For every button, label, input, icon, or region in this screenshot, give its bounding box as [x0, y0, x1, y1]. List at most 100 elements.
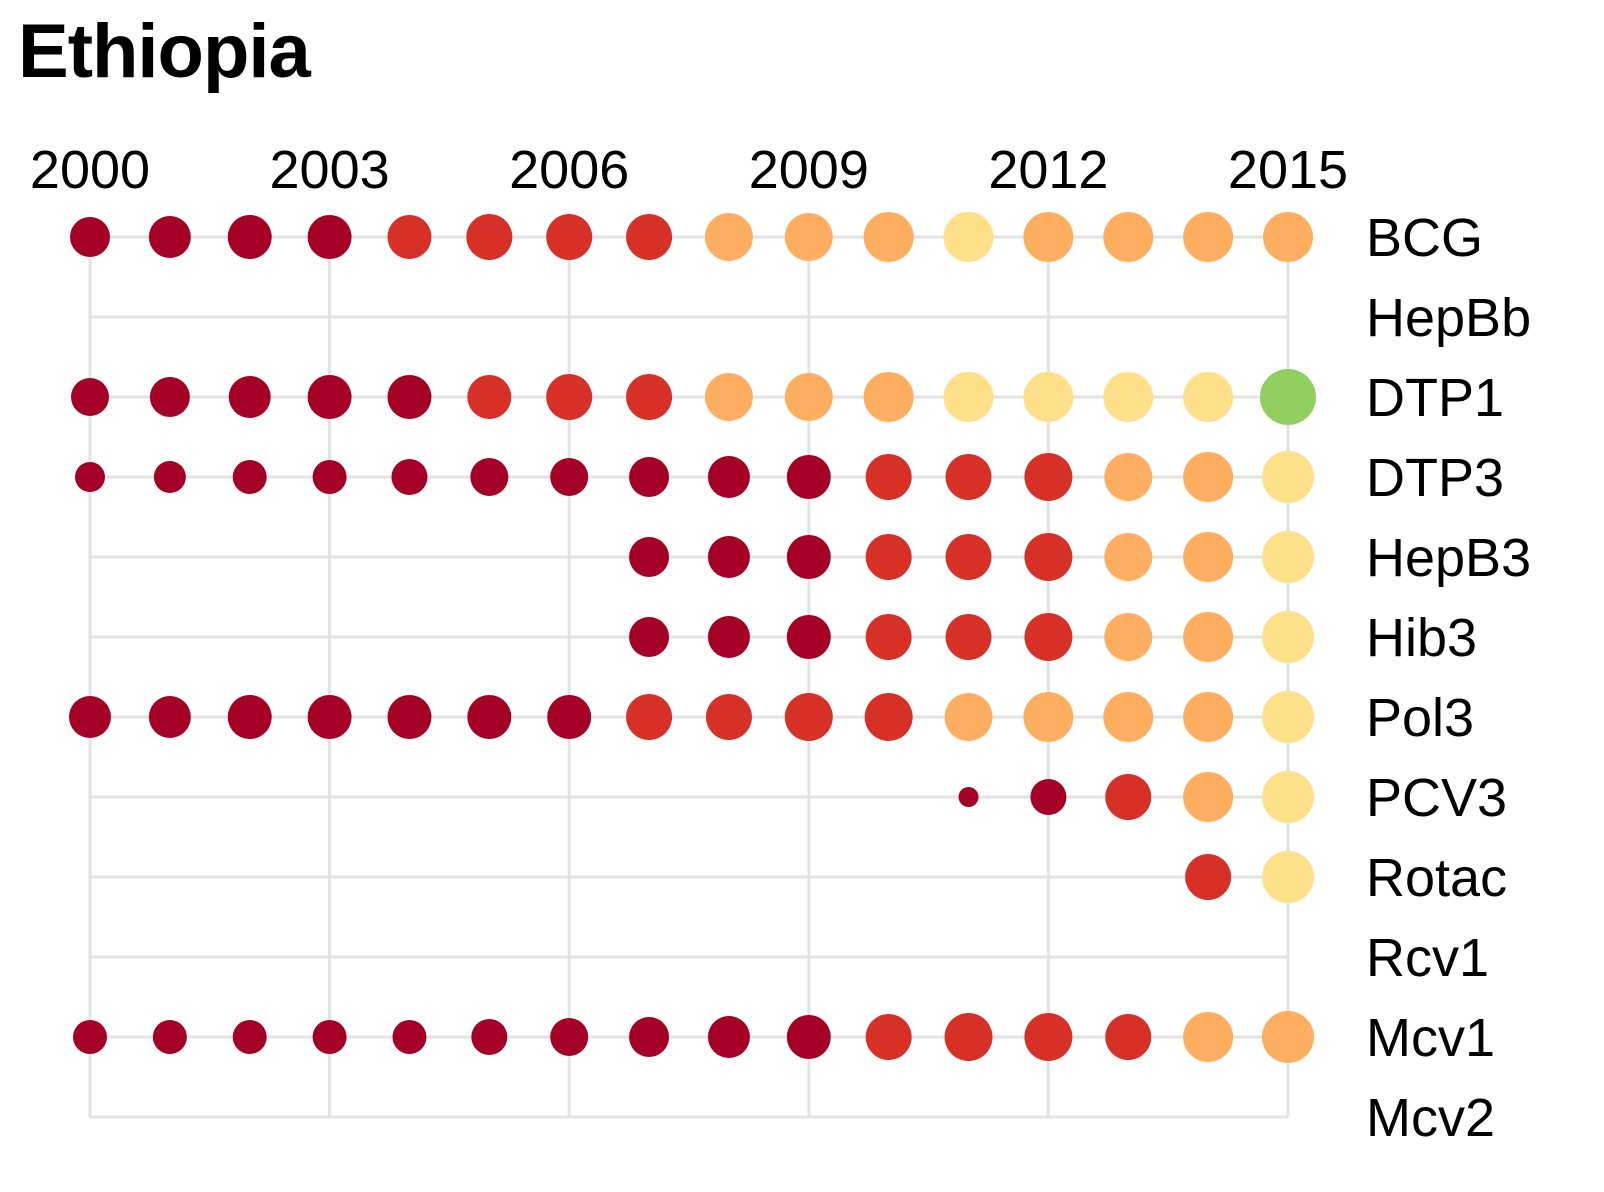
dot-dtp3-2015	[1262, 451, 1314, 503]
dot-bcg-2007	[626, 214, 673, 260]
dot-dtp1-2000	[71, 378, 109, 416]
vaccine-label-hepb3: HepB3	[1366, 528, 1531, 588]
dot-bcg-2010	[863, 212, 914, 262]
dot-hib3-2014	[1183, 612, 1234, 662]
dot-dtp3-2006	[550, 458, 589, 496]
dot-pol3-2008	[705, 694, 752, 740]
vaccine-label-hepbb: HepBb	[1366, 288, 1531, 348]
dot-pol3-2010	[864, 693, 913, 741]
dot-dtp1-2012	[1023, 372, 1074, 422]
dot-dtp3-2007	[629, 457, 670, 497]
vaccine-label-mcv2: Mcv2	[1366, 1088, 1495, 1148]
dot-pol3-2015	[1262, 691, 1314, 743]
x-tick-label-2006: 2006	[509, 140, 629, 200]
dot-pcv3-2013	[1105, 774, 1152, 820]
dot-bcg-2014	[1183, 212, 1234, 262]
dot-hib3-2007	[629, 617, 670, 657]
dot-hib3-2015	[1262, 611, 1314, 663]
dot-bcg-2008	[704, 213, 753, 261]
dot-hib3-2010	[865, 614, 912, 660]
dot-pol3-2005	[467, 695, 512, 739]
dot-hepb3-2012	[1024, 533, 1073, 581]
dot-bcg-2012	[1023, 212, 1074, 262]
dot-hib3-2008	[707, 616, 750, 658]
dot-mcv1-2006	[550, 1018, 589, 1056]
dot-dtp1-2008	[704, 373, 753, 421]
dot-hepb3-2013	[1104, 533, 1153, 581]
dot-bcg-2011	[943, 212, 994, 262]
dot-dtp1-2007	[626, 374, 673, 420]
dot-mcv1-2005	[471, 1019, 508, 1055]
dot-pol3-2000	[69, 696, 111, 738]
dot-bcg-2005	[466, 214, 513, 260]
dot-pol3-2007	[626, 694, 673, 740]
vaccine-label-pcv3: PCV3	[1366, 768, 1507, 828]
dot-mcv1-2002	[232, 1020, 267, 1054]
dot-hepb3-2011	[945, 534, 992, 580]
dot-hib3-2011	[945, 614, 992, 660]
x-tick-label-2009: 2009	[749, 140, 869, 200]
dot-mcv1-2015	[1262, 1011, 1314, 1063]
dot-hib3-2012	[1024, 613, 1073, 661]
dot-dtp1-2001	[149, 377, 190, 417]
vaccine-label-dtp3: DTP3	[1366, 448, 1504, 508]
dot-bcg-2013	[1103, 212, 1154, 262]
dot-bcg-2000	[70, 217, 110, 257]
dot-pol3-2012	[1023, 692, 1074, 742]
dot-mcv1-2008	[707, 1016, 750, 1058]
dot-dtp3-2008	[707, 456, 750, 498]
dot-hepb3-2015	[1262, 531, 1314, 583]
dot-dtp1-2002	[228, 376, 271, 418]
vaccine-label-dtp1: DTP1	[1366, 368, 1504, 428]
dot-mcv1-2000	[73, 1020, 107, 1054]
vaccine-label-mcv1: Mcv1	[1366, 1008, 1495, 1068]
dot-bcg-2015	[1263, 212, 1313, 262]
dot-pol3-2011	[944, 693, 993, 741]
dot-bcg-2009	[784, 213, 833, 261]
dot-dtp1-2006	[546, 374, 593, 420]
dot-mcv1-2011	[944, 1013, 993, 1061]
dot-mcv1-2014	[1183, 1012, 1234, 1062]
dot-dtp3-2009	[786, 455, 831, 499]
dot-mcv1-2003	[312, 1020, 347, 1054]
gridlines	[88, 235, 1290, 1119]
dot-pcv3-2012	[1030, 779, 1067, 815]
vaccine-label-pol3: Pol3	[1366, 688, 1474, 748]
dot-mcv1-2007	[629, 1017, 670, 1057]
dot-dtp1-2009	[784, 373, 833, 421]
dot-hepb3-2008	[707, 536, 750, 578]
dot-dtp1-2011	[943, 372, 994, 422]
dot-dtp1-2015	[1260, 369, 1316, 425]
dot-pol3-2004	[387, 695, 432, 739]
dot-hepb3-2010	[865, 534, 912, 580]
dot-mcv1-2012	[1024, 1013, 1073, 1061]
dot-dtp3-2005	[470, 458, 509, 496]
dot-pcv3-2014	[1183, 772, 1234, 822]
dot-pol3-2002	[227, 695, 272, 739]
x-tick-label-2000: 2000	[30, 140, 150, 200]
vaccine-label-rcv1: Rcv1	[1366, 928, 1489, 988]
dot-hepb3-2007	[629, 537, 670, 577]
dot-dtp3-2013	[1104, 453, 1153, 501]
dot-dtp3-2012	[1024, 453, 1073, 501]
dot-pol3-2009	[784, 693, 833, 741]
dot-mcv1-2010	[865, 1014, 912, 1060]
dot-dtp3-2004	[391, 459, 428, 495]
x-tick-label-2015: 2015	[1228, 140, 1348, 200]
dot-bcg-2001	[148, 216, 191, 258]
dot-dtp3-2014	[1183, 452, 1234, 502]
vaccine-labels: BCG HepBb DTP1 DTP3 HepB3 Hib3 Pol3 PCV3 Rotac Rc…	[1366, 208, 1531, 1148]
chart-title: Ethiopia	[18, 9, 311, 94]
dot-mcv1-2004	[392, 1020, 427, 1054]
dot-mcv1-2009	[786, 1015, 831, 1059]
dot-dtp3-2001	[153, 461, 186, 493]
dot-dtp1-2014	[1183, 372, 1234, 422]
dot-dtp3-2010	[865, 454, 912, 500]
dot-hib3-2013	[1104, 613, 1153, 661]
dot-dtp3-2003	[312, 460, 347, 494]
dot-mcv1-2001	[152, 1020, 187, 1054]
vaccine-label-hib3: Hib3	[1366, 608, 1477, 668]
x-axis-ticks: 2000 2003 2006 2009 2012 2015	[30, 140, 1348, 200]
dot-dtp3-2000	[75, 462, 105, 492]
vaccine-label-bcg: BCG	[1366, 208, 1483, 268]
